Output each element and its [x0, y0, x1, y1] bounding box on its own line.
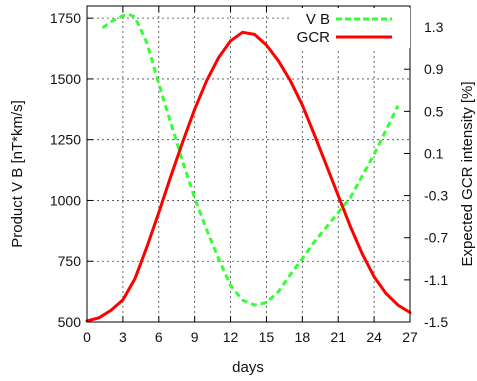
- series-line-gcr: [85, 30, 412, 323]
- series-line-v-b: [101, 13, 400, 307]
- y-tick-label: 500: [58, 314, 82, 330]
- x-tick-label: 0: [83, 329, 91, 345]
- series-layer: [85, 13, 412, 323]
- y2-tick-label: 0.5: [424, 103, 444, 119]
- x-tick-label: 15: [259, 329, 275, 345]
- y2-tick-label: 0.9: [424, 61, 444, 77]
- legend: V B GCR: [290, 8, 410, 48]
- x-tick-label: 24: [366, 329, 382, 345]
- y2-axis-label: Expected GCR intensity [%]: [459, 81, 476, 266]
- y2-tick-label: -0.3: [424, 188, 448, 204]
- x-tick-label: 3: [119, 329, 127, 345]
- y-tick-label: 1000: [50, 192, 81, 208]
- legend-label-vb: V B: [306, 11, 330, 28]
- y2-tick-label: 0.1: [424, 145, 444, 161]
- ticks: 0 3 6 9 12 15 18 21 24 27 500 750 1000 1250 1500 1750 -1…: [50, 6, 448, 345]
- y-axis-label: Product V B [nT*km/s]: [9, 100, 26, 248]
- y-tick-label: 1500: [50, 71, 81, 87]
- y2-tick-label: 1.3: [424, 19, 444, 35]
- y-tick-label: 1750: [50, 10, 81, 26]
- y-tick-label: 750: [58, 253, 82, 269]
- x-tick-label: 18: [295, 329, 311, 345]
- y2-tick-label: -1.1: [424, 272, 448, 288]
- legend-label-gcr: GCR: [297, 29, 331, 46]
- x-tick-label: 12: [223, 329, 239, 345]
- x-axis-label: days: [232, 359, 264, 376]
- y2-tick-label: -0.7: [424, 230, 448, 246]
- legend-box: [290, 8, 410, 48]
- x-tick-label: 27: [402, 329, 418, 345]
- x-tick-label: 21: [330, 329, 346, 345]
- x-tick-label: 9: [191, 329, 199, 345]
- plot-frame: [86, 5, 411, 323]
- x-tick-label: 6: [155, 329, 163, 345]
- y2-tick-label: -1.5: [424, 314, 448, 330]
- y-tick-label: 1250: [50, 132, 81, 148]
